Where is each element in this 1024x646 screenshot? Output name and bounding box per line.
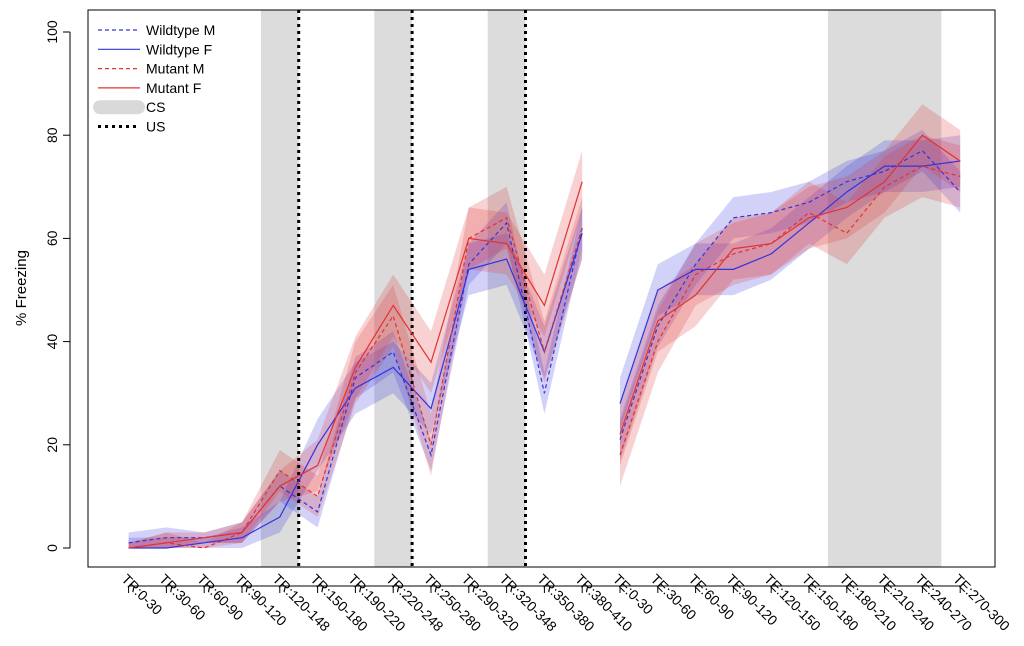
y-axis-title: % Freezing bbox=[13, 250, 30, 326]
y-tick-label: 40 bbox=[44, 334, 60, 350]
series-line-0-1 bbox=[619, 149, 961, 440]
legend-label: Wildtype F bbox=[146, 41, 212, 57]
plot-frame bbox=[87, 9, 996, 568]
x-tick-label: TR:0-30 bbox=[118, 571, 165, 618]
legend-label: Wildtype M bbox=[146, 22, 215, 38]
series-line-2-0 bbox=[128, 216, 583, 549]
y-tick-label: 60 bbox=[44, 230, 60, 246]
cs-interval-0 bbox=[260, 10, 299, 567]
legend-label: CS bbox=[146, 99, 165, 115]
error-band-0-0 bbox=[128, 202, 583, 548]
error-band-0-1 bbox=[620, 130, 961, 461]
series-line-2-1 bbox=[619, 165, 961, 456]
us-lines bbox=[297, 10, 527, 567]
x-axis: TR:0-30TR:30-60TR:60-90TR:90-120TR:120-1… bbox=[118, 571, 1013, 635]
cs-shading bbox=[260, 10, 942, 567]
legend-label: Mutant F bbox=[146, 80, 201, 96]
cs-interval-3 bbox=[827, 10, 942, 567]
cs-interval-1 bbox=[374, 10, 413, 567]
legend-label: Mutant M bbox=[146, 61, 204, 77]
error-band-3-1 bbox=[620, 104, 961, 466]
y-tick-label: 100 bbox=[44, 20, 60, 44]
series-line-3-0 bbox=[128, 181, 583, 549]
series-line-0-0 bbox=[128, 221, 583, 544]
series-line-1-1 bbox=[619, 160, 961, 404]
legend: Wildtype M Wildtype F Mutant M Mutant F CS US bbox=[93, 22, 215, 135]
series-line-3-1 bbox=[619, 134, 961, 435]
error-band-1-1 bbox=[620, 135, 961, 430]
y-tick-label: 80 bbox=[44, 127, 60, 143]
y-tick-label: 0 bbox=[44, 544, 60, 552]
y-axis: 0 20 40 60 80 100 bbox=[44, 20, 71, 552]
error-band-3-0 bbox=[128, 150, 583, 548]
legend-label: US bbox=[146, 119, 165, 135]
error-band-2-1 bbox=[620, 135, 961, 487]
series-lines bbox=[128, 134, 961, 549]
y-tick-label: 20 bbox=[44, 437, 60, 453]
series-line-1-0 bbox=[128, 233, 583, 549]
